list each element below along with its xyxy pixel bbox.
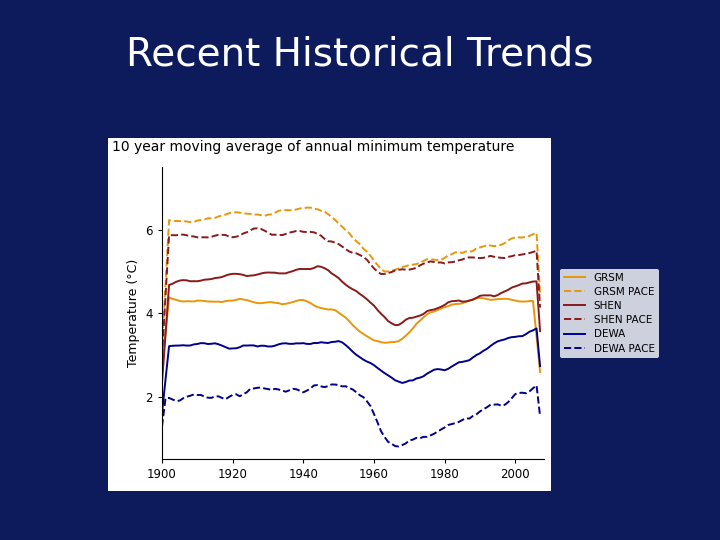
Legend: GRSM, GRSM PACE, SHEN, SHEN PACE, DEWA, DEWA PACE: GRSM, GRSM PACE, SHEN, SHEN PACE, DEWA, … bbox=[560, 268, 659, 358]
Text: 10 year moving average of annual minimum temperature: 10 year moving average of annual minimum… bbox=[112, 140, 514, 154]
Text: Recent Historical Trends: Recent Historical Trends bbox=[126, 35, 594, 73]
Y-axis label: Temperature (°C): Temperature (°C) bbox=[127, 259, 140, 367]
